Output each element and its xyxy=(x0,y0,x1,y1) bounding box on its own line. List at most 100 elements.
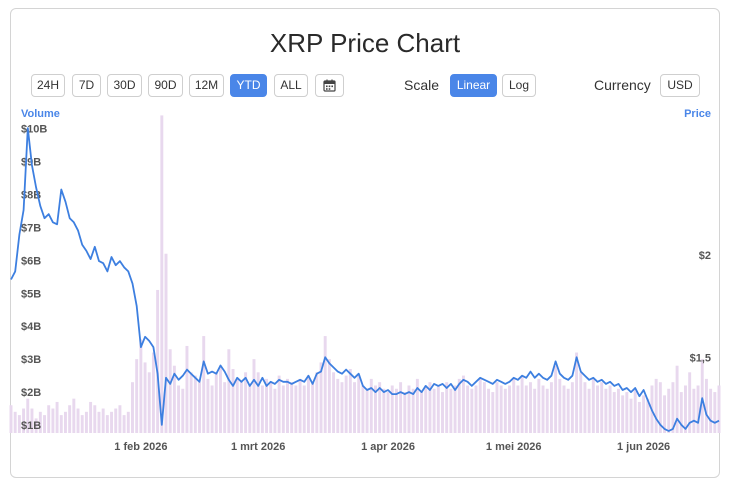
volume-bar xyxy=(675,365,679,433)
volume-bar xyxy=(269,382,273,433)
volume-bars xyxy=(9,115,721,434)
volume-bar xyxy=(235,378,239,433)
range-7d-button[interactable]: 7D xyxy=(72,74,101,97)
volume-bar xyxy=(260,385,264,433)
range-30d-button[interactable]: 30D xyxy=(107,74,142,97)
volume-bar xyxy=(461,375,465,433)
price-axis-ticks: $1,5 $2 xyxy=(690,250,711,364)
volume-bar xyxy=(616,388,620,433)
range-90d-button[interactable]: 90D xyxy=(148,74,183,97)
volume-bar xyxy=(256,372,260,433)
volume-bar xyxy=(290,382,294,433)
volume-bar xyxy=(286,378,289,433)
volume-bar xyxy=(558,378,562,433)
volume-bar xyxy=(93,405,97,433)
volume-bar xyxy=(390,385,394,433)
volume-bar xyxy=(667,388,671,433)
volume-bar xyxy=(562,385,566,433)
volume-bar xyxy=(126,411,130,433)
volume-bar xyxy=(654,378,658,433)
volume-bar xyxy=(658,382,662,433)
date-axis-ticks: 1 feb 2026 1 mrt 2026 1 apr 2026 1 mei 2026… xyxy=(114,441,670,453)
volume-bar xyxy=(549,382,553,433)
volume-bar xyxy=(63,411,67,433)
volume-bar xyxy=(193,375,197,433)
volume-tick-label: $5B xyxy=(21,288,41,300)
volume-bar xyxy=(227,349,231,433)
volume-bar xyxy=(482,382,486,433)
volume-bar xyxy=(13,411,17,433)
volume-bar xyxy=(281,385,285,433)
volume-bar xyxy=(403,392,407,433)
volume-bar xyxy=(323,336,327,433)
volume-bar xyxy=(415,378,419,433)
volume-bar xyxy=(101,408,105,433)
volume-bar xyxy=(340,382,344,433)
volume-bar xyxy=(604,388,608,433)
volume-bar xyxy=(407,385,411,433)
range-ytd-button[interactable]: YTD xyxy=(230,74,267,97)
volume-bar xyxy=(172,365,176,433)
volume-bar xyxy=(357,375,361,433)
volume-bar xyxy=(428,382,432,433)
volume-bar xyxy=(600,382,604,433)
volume-bar xyxy=(26,398,30,433)
volume-bar xyxy=(143,362,147,433)
volume-bar xyxy=(147,372,151,433)
price-tick-label: $1,5 xyxy=(690,352,711,364)
volume-bar xyxy=(579,372,583,433)
volume-bar xyxy=(399,382,403,433)
volume-bar xyxy=(663,395,667,433)
volume-bar xyxy=(495,382,499,433)
volume-bar xyxy=(131,382,134,433)
volume-bar xyxy=(591,378,595,433)
volume-bar xyxy=(436,385,440,433)
volume-bar xyxy=(47,405,51,433)
volume-bar xyxy=(239,382,243,433)
volume-bar xyxy=(202,336,206,433)
currency-select[interactable]: USD xyxy=(660,74,700,97)
volume-bar xyxy=(51,408,55,433)
volume-bar xyxy=(110,411,114,433)
volume-bar xyxy=(386,392,390,433)
volume-bar xyxy=(453,385,457,433)
volume-tick-label: $10B xyxy=(21,124,47,136)
volume-bar xyxy=(277,375,281,433)
volume-bar xyxy=(499,385,503,433)
volume-bar xyxy=(17,415,21,433)
range-12m-button[interactable]: 12M xyxy=(189,74,224,97)
volume-bar xyxy=(503,388,507,433)
volume-bar xyxy=(671,382,675,433)
volume-bar xyxy=(348,369,352,433)
scale-linear-button[interactable]: Linear xyxy=(450,74,497,97)
volume-bar xyxy=(394,388,398,433)
volume-bar xyxy=(709,388,713,433)
volume-bar xyxy=(583,382,587,433)
calendar-button[interactable] xyxy=(315,74,344,97)
volume-bar xyxy=(294,385,298,433)
volume-bar xyxy=(411,388,415,433)
volume-bar xyxy=(319,362,323,433)
volume-bar xyxy=(265,378,269,433)
volume-bar xyxy=(252,359,256,433)
volume-bar xyxy=(608,385,612,433)
volume-bar xyxy=(72,398,76,433)
volume-bar xyxy=(59,415,63,433)
volume-bar xyxy=(445,382,449,433)
volume-tick-label: $2B xyxy=(21,387,41,399)
range-24h-button[interactable]: 24H xyxy=(31,74,65,97)
volume-bar xyxy=(625,392,629,433)
volume-bar xyxy=(273,388,277,433)
range-all-button[interactable]: ALL xyxy=(274,74,308,97)
scale-log-button[interactable]: Log xyxy=(502,74,536,97)
volume-bar xyxy=(189,372,193,433)
volume-bar xyxy=(156,289,160,433)
volume-bar xyxy=(688,372,692,433)
price-chart: $1B$2B$3B$4B$5B$6B$7B$8B$9B$10B $1,5$2 1… xyxy=(9,108,721,453)
volume-bar xyxy=(118,405,122,433)
volume-bar xyxy=(84,411,88,433)
volume-tick-label: $4B xyxy=(21,321,41,333)
volume-bar xyxy=(97,411,101,433)
volume-bar xyxy=(210,385,214,433)
volume-bar xyxy=(516,385,520,433)
